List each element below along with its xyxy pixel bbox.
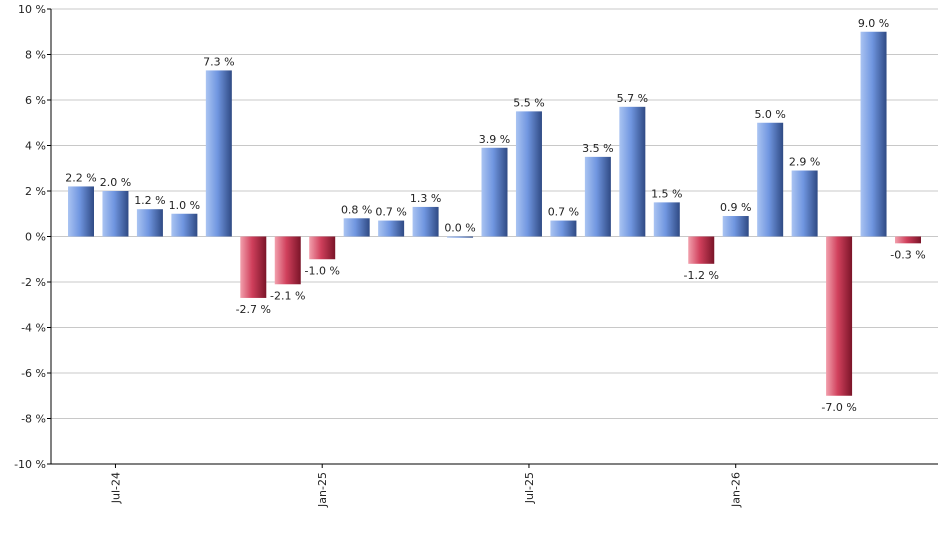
x-tick-label: Jul-24 [109, 472, 122, 504]
bar-value-label: 2.9 % [789, 156, 820, 169]
y-tick-label: -10 % [14, 458, 46, 471]
y-tick-label: 0 % [25, 231, 46, 244]
bar [205, 70, 232, 237]
bar [412, 206, 439, 237]
data-labels: 2.2 % 2.0 %1.2 % 1.0 % 7.3 % -2.7 %-2.1 % -1.… [65, 17, 925, 414]
y-tick-label: 4 % [25, 140, 46, 153]
bar [757, 122, 784, 237]
bar [826, 236, 853, 396]
bar [722, 216, 749, 237]
y-tick-label: -2 % [21, 276, 46, 289]
x-tick-label: Jan-25 [316, 472, 329, 508]
bar-value-label: 9.0 % [858, 17, 889, 30]
y-tick-label: 2 % [25, 185, 46, 198]
bar [481, 147, 508, 237]
bar-value-label: 1.5 % [651, 187, 682, 200]
bar-value-label: -1.0 % [304, 264, 339, 277]
bar-value-label: 0.0 % [444, 222, 475, 235]
bar-value-label: 5.7 % [617, 92, 648, 105]
bar [171, 213, 198, 237]
bar [343, 218, 370, 237]
y-tick-label: -6 % [21, 367, 46, 380]
y-tick-label: 8 % [25, 49, 46, 62]
y-tick-label: 6 % [25, 94, 46, 107]
bar [68, 186, 94, 237]
axes: -10 % -8 % -6 % -4 % -2 % 0 % 2 % 4 % 6 % 8 % 10 %… [14, 3, 938, 508]
bar-value-label: 1.0 % [169, 199, 200, 212]
bar-value-label: -2.1 % [270, 289, 305, 302]
bar [653, 202, 680, 237]
bar [136, 209, 163, 237]
bar-value-label: 0.9 % [720, 201, 751, 214]
bar-value-label: 2.0 % [100, 176, 131, 189]
bar [619, 106, 646, 237]
bar-value-label: 1.2 % [134, 194, 165, 207]
bar-value-label: 5.0 % [754, 108, 785, 121]
bar [515, 111, 542, 237]
bars [68, 31, 921, 396]
bar-value-label: 3.5 % [582, 142, 613, 155]
x-tick-label: Jan-26 [730, 472, 743, 508]
bar-value-label: 3.9 % [479, 133, 510, 146]
bar [309, 236, 336, 260]
bar-value-label: 0.7 % [375, 206, 406, 219]
bar [688, 236, 715, 264]
bar-value-label: -1.2 % [684, 269, 719, 282]
bar-value-label: 7.3 % [203, 55, 234, 68]
bar-value-label: 1.3 % [410, 192, 441, 205]
bar [550, 220, 577, 237]
bar-value-label: 0.8 % [341, 203, 372, 216]
bar [274, 236, 301, 285]
bar-value-label: -0.3 % [890, 248, 925, 261]
bar-value-label: 2.2 % [65, 171, 96, 184]
bar [791, 170, 818, 237]
bar-value-label: -7.0 % [821, 401, 856, 414]
bar [240, 236, 267, 298]
bar [378, 220, 405, 237]
bar [102, 191, 129, 237]
bar [895, 236, 921, 244]
bar-value-label: -2.7 % [236, 303, 271, 316]
y-tick-label: 10 % [18, 3, 46, 16]
bar-value-label: 5.5 % [513, 96, 544, 109]
y-tick-label: -8 % [21, 413, 46, 426]
bar-value-label: 0.7 % [548, 206, 579, 219]
bar [447, 236, 474, 238]
bar [584, 156, 611, 237]
y-tick-label: -4 % [21, 322, 46, 335]
x-tick-label: Jul-25 [523, 472, 536, 504]
bar [860, 31, 887, 237]
